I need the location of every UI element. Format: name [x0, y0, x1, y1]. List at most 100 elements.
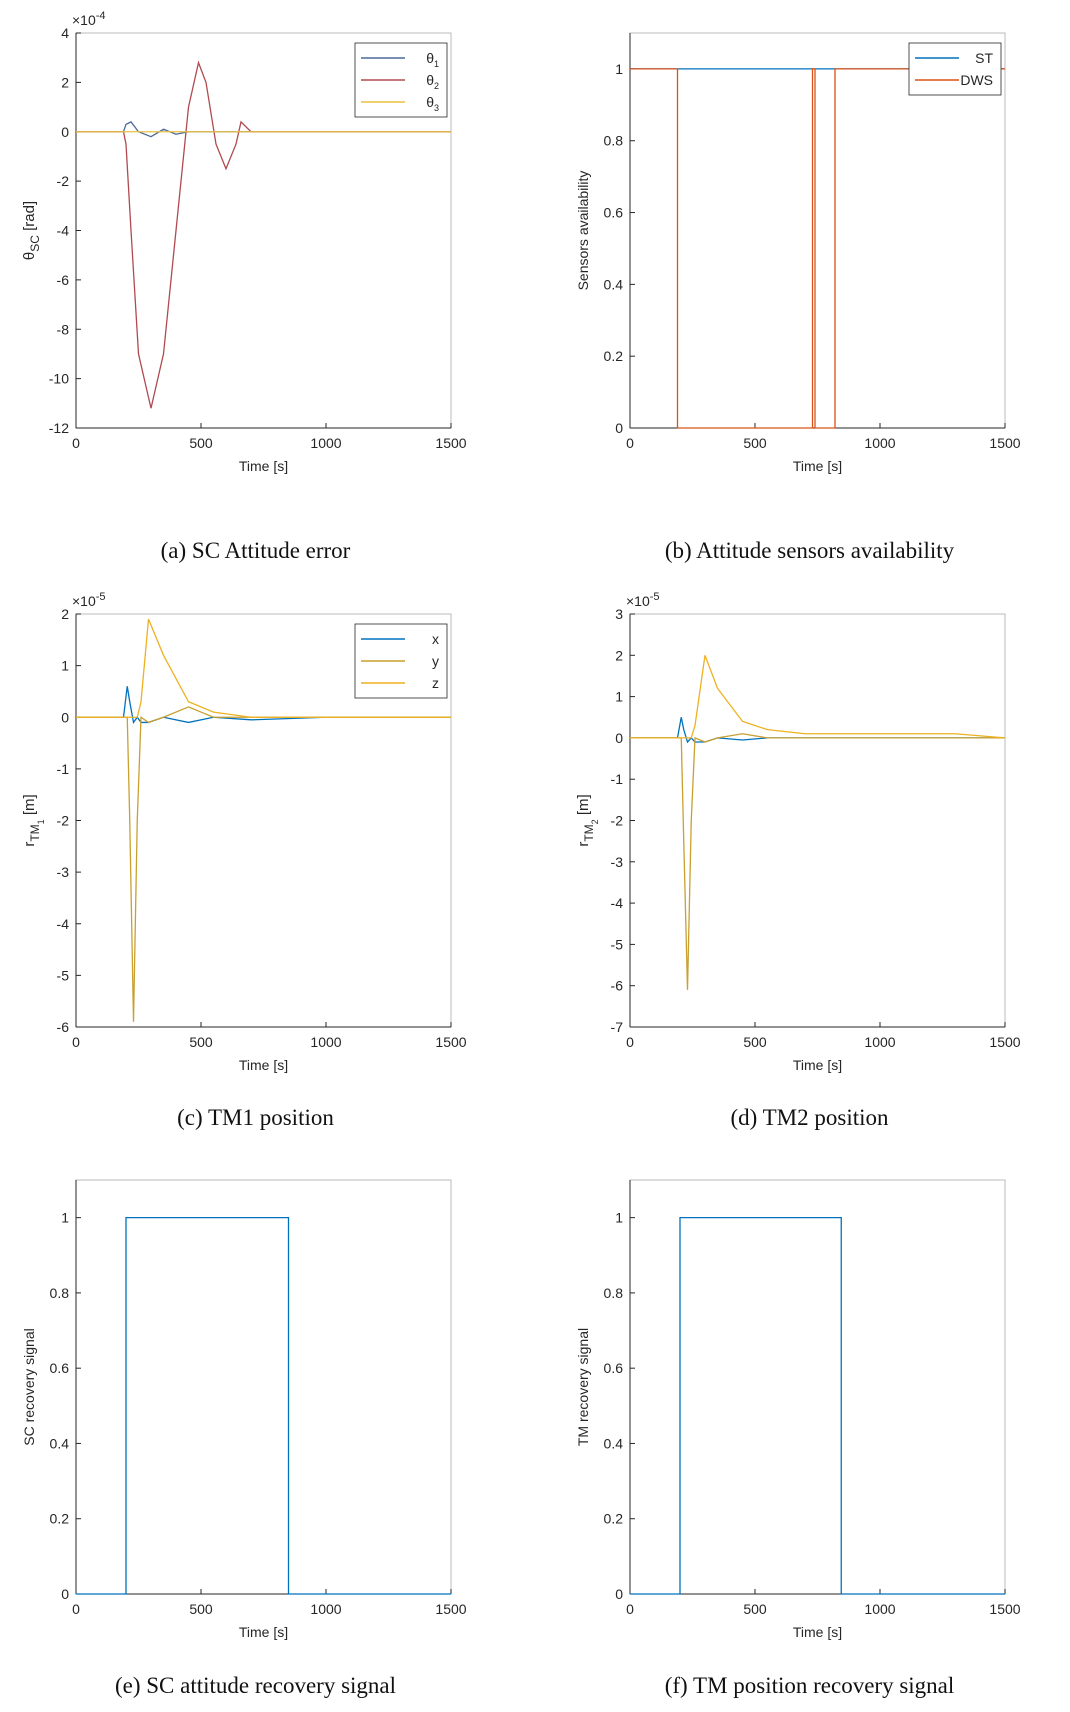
legend-label: θ3 [426, 94, 439, 113]
x-tick-label: 1000 [864, 1601, 895, 1617]
plot-area [75, 1179, 452, 1595]
y-axis-label: SC recovery signal [21, 1328, 37, 1446]
x-tick-label: 500 [743, 435, 767, 451]
y-tick-label: -2 [57, 173, 70, 189]
x-axis-label: Time [s] [793, 458, 842, 474]
data-line [630, 733, 1005, 990]
x-tick-label: 1500 [435, 435, 466, 451]
x-tick-label: 1500 [989, 1034, 1020, 1050]
x-axis-label: Time [s] [793, 1057, 842, 1073]
y-tick-label: -1 [57, 761, 70, 777]
x-tick-label: 0 [626, 435, 634, 451]
x-tick-label: 500 [743, 1601, 767, 1617]
legend-label: y [432, 653, 439, 669]
y-tick-label: 0.4 [604, 1435, 624, 1451]
legend-label: DWS [960, 72, 993, 88]
y-tick-label: 2 [61, 606, 69, 622]
y-tick-label: -5 [611, 936, 624, 952]
y-axis-label: rTM2 [m] [575, 794, 600, 846]
y-axis-label-part: [rad] [21, 201, 38, 235]
x-axis-label: Time [s] [239, 1057, 288, 1073]
y-tick-label: -2 [57, 813, 70, 829]
y-tick-label: 1 [61, 1210, 69, 1226]
y-multiplier: ×10-4 [72, 10, 106, 28]
y-axis-label-part: θ [21, 252, 38, 260]
x-tick-label: 1500 [435, 1601, 466, 1617]
y-tick-label: 0.2 [604, 348, 624, 364]
legend-name: θ [426, 94, 434, 110]
legend-box [908, 42, 1002, 96]
y-multiplier-exponent: -5 [96, 591, 106, 603]
x-tick-label: 1500 [435, 1034, 466, 1050]
caption: (a) SC Attitude error [161, 538, 351, 563]
y-tick-label: 0 [615, 730, 623, 746]
y-tick-label: 0.4 [604, 276, 624, 292]
y-multiplier-base: ×10 [72, 593, 96, 609]
y-tick-label: -2 [611, 813, 624, 829]
x-tick-label: 1000 [310, 1601, 341, 1617]
data-line [76, 618, 451, 718]
x-tick-label: 0 [72, 435, 80, 451]
y-axis-label-part: [m] [575, 794, 592, 819]
caption: (b) Attitude sensors availability [665, 538, 955, 563]
x-tick-label: 1000 [864, 1034, 895, 1050]
x-axis-label: Time [s] [793, 1624, 842, 1640]
legend-name: θ [426, 50, 434, 66]
y-multiplier-base: ×10 [626, 593, 650, 609]
legend-name-sub: 1 [434, 59, 439, 69]
y-multiplier-base: ×10 [72, 12, 96, 28]
y-multiplier: ×10-5 [626, 591, 660, 609]
x-tick-label: 0 [626, 1601, 634, 1617]
y-tick-label: 0 [61, 709, 69, 725]
legend-name: z [432, 675, 439, 691]
y-tick-label: -8 [57, 321, 70, 337]
y-axis-label: rTM1 [m] [21, 794, 46, 846]
x-tick-label: 500 [189, 1034, 213, 1050]
y-axis-label: TM recovery signal [575, 1328, 591, 1446]
legend-name: ST [975, 50, 993, 66]
y-tick-label: -3 [57, 864, 70, 880]
x-axis-label: Time [s] [239, 1624, 288, 1640]
y-axis-label-part: 1 [36, 819, 46, 824]
data-line [76, 706, 451, 1022]
x-tick-label: 0 [626, 1034, 634, 1050]
y-tick-label: -4 [611, 895, 624, 911]
y-tick-label: 0.6 [50, 1360, 70, 1376]
y-tick-label: -3 [611, 854, 624, 870]
y-axis-label-part: 2 [590, 819, 600, 824]
y-tick-label: -4 [57, 223, 70, 239]
data-line [630, 655, 1006, 739]
x-tick-label: 500 [189, 435, 213, 451]
y-tick-label: -12 [49, 420, 69, 436]
y-tick-label: 0.2 [604, 1511, 624, 1527]
y-tick-label: -4 [57, 916, 70, 932]
y-tick-label: 2 [61, 74, 69, 90]
y-axis-label: Sensors availability [575, 171, 591, 291]
y-tick-label: 4 [61, 25, 69, 41]
y-tick-label: -10 [49, 371, 69, 387]
x-tick-label: 1000 [310, 1034, 341, 1050]
y-tick-label: 1 [61, 658, 69, 674]
y-multiplier-exponent: -5 [650, 591, 660, 603]
legend-label: x [432, 631, 439, 647]
plot-area [629, 613, 1006, 1028]
y-tick-label: 0 [61, 124, 69, 140]
legend-name: x [432, 631, 439, 647]
y-tick-label: -1 [611, 771, 624, 787]
y-tick-label: 0.2 [50, 1511, 70, 1527]
y-tick-label: -6 [57, 272, 70, 288]
y-axis-label-part: r [575, 842, 592, 847]
legend-name-sub: 2 [434, 81, 439, 91]
y-tick-label: 0.8 [50, 1285, 70, 1301]
data-line [630, 1216, 1005, 1595]
data-line [630, 68, 1005, 429]
data-line [76, 686, 451, 725]
x-tick-label: 1500 [989, 1601, 1020, 1617]
x-tick-label: 1500 [989, 435, 1020, 451]
y-multiplier: ×10-5 [72, 591, 106, 609]
x-tick-label: 0 [72, 1034, 80, 1050]
legend-name-sub: 3 [434, 103, 439, 113]
data-line [76, 1216, 451, 1595]
plot-area [629, 1179, 1006, 1595]
x-tick-label: 0 [72, 1601, 80, 1617]
